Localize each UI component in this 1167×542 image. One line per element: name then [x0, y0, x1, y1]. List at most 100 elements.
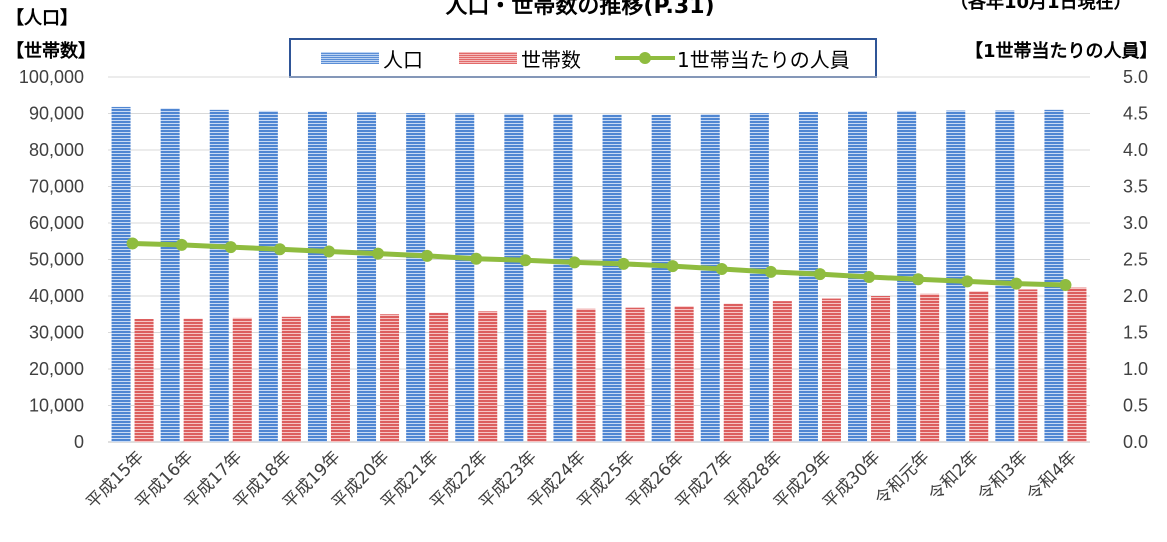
persons-per-household-point — [961, 275, 974, 288]
persons-per-household-point — [126, 237, 139, 250]
right-axis-tick: 3.5 — [1123, 177, 1148, 197]
persons-per-household-point — [568, 256, 581, 269]
left-axis-tick: 60,000 — [29, 213, 84, 233]
legend-label-persons-per-household: 1世帯当たりの人員 — [677, 47, 850, 72]
bar-households — [871, 296, 891, 442]
left-axis-tick: 80,000 — [29, 140, 84, 160]
x-axis-category-label: 令和2年 — [925, 447, 983, 505]
persons-per-household-point — [421, 249, 434, 262]
legend-swatch-households — [459, 52, 517, 64]
legend-label-households: 世帯数 — [521, 47, 581, 72]
persons-per-household-point — [1010, 277, 1023, 290]
legend-label-population: 人口 — [383, 47, 423, 72]
bar-population — [700, 114, 720, 442]
right-axis-tick: 0.0 — [1123, 432, 1148, 452]
persons-per-household-point — [519, 254, 532, 267]
bar-households — [527, 310, 547, 442]
persons-per-household-point — [912, 273, 925, 286]
right-axis-tick: 2.5 — [1123, 250, 1148, 270]
bar-households — [674, 306, 694, 442]
persons-per-household-point — [224, 241, 237, 254]
left-axis-tick: 10,000 — [29, 396, 84, 416]
persons-per-household-point — [470, 252, 483, 265]
bar-population — [307, 111, 327, 443]
bar-households — [625, 307, 645, 442]
persons-per-household-line — [132, 240, 1066, 288]
left-axis-label-households: 【世帯数】 — [6, 41, 96, 62]
right-axis-tick: 0.5 — [1123, 396, 1148, 416]
left-axis-tick: 40,000 — [29, 286, 84, 306]
bar-households — [772, 301, 792, 442]
legend-item-persons-per-household: 1世帯当たりの人員 — [615, 40, 850, 76]
right-axis-tick: 4.5 — [1123, 104, 1148, 124]
bar-population — [406, 113, 426, 442]
bar-households — [429, 312, 449, 442]
left-axis-tick: 0 — [74, 432, 84, 452]
x-axis-category-label: 令和元年 — [871, 447, 933, 509]
bar-population — [553, 114, 573, 442]
bar-households — [821, 298, 841, 442]
bar-households — [330, 315, 350, 442]
persons-per-household-point — [813, 268, 826, 281]
persons-per-household-point — [1059, 279, 1072, 292]
legend-item-households: 世帯数 — [459, 40, 581, 76]
left-axis-tick: 20,000 — [29, 359, 84, 379]
bar-households — [134, 318, 154, 442]
chart-title: 人口・世帯数の推移(P.31) — [445, 0, 715, 19]
bar-households — [576, 308, 596, 442]
date-note: （各年10月1日現在） — [950, 0, 1132, 13]
bar-population — [749, 113, 769, 442]
bar-population — [455, 113, 475, 442]
bar-population — [946, 110, 966, 442]
bar-households — [183, 318, 203, 442]
persons-per-household-point — [322, 245, 335, 258]
bar-population — [651, 114, 671, 443]
bar-households — [1018, 289, 1038, 442]
bar-households — [380, 314, 400, 442]
bar-population — [798, 112, 818, 442]
bar-households — [1067, 287, 1087, 442]
x-axis-category-label: 令和4年 — [1023, 447, 1081, 505]
left-axis-tick: 90,000 — [29, 104, 84, 124]
bar-population — [209, 109, 229, 442]
legend-swatch-persons-per-household — [615, 52, 675, 64]
left-axis-tick: 30,000 — [29, 323, 84, 343]
right-axis-tick: 4.0 — [1123, 140, 1148, 160]
left-axis-tick: 70,000 — [29, 177, 84, 197]
persons-per-household-point — [617, 257, 630, 270]
x-axis-category-label: 令和3年 — [974, 447, 1032, 505]
persons-per-household-point — [863, 271, 876, 284]
left-axis-tick: 100,000 — [19, 67, 84, 87]
persons-per-household-point — [372, 247, 385, 260]
left-axis-tick: 50,000 — [29, 250, 84, 270]
bar-households — [723, 303, 743, 442]
left-axis-label-population: 【人口】 — [6, 8, 78, 29]
bar-population — [504, 113, 524, 443]
bar-households — [281, 316, 301, 442]
right-axis-tick: 1.5 — [1123, 323, 1148, 343]
bar-population — [995, 110, 1015, 442]
persons-per-household-point — [764, 265, 777, 278]
legend: 人口 世帯数 1世帯当たりの人員 — [289, 38, 877, 78]
right-axis-tick: 1.0 — [1123, 359, 1148, 379]
bar-households — [232, 317, 252, 442]
persons-per-household-point — [175, 238, 188, 251]
bar-population — [258, 110, 278, 442]
bar-households — [969, 291, 989, 442]
right-axis-label: 【1世帯当たりの人員】 — [965, 41, 1158, 62]
persons-per-household-point — [715, 262, 728, 275]
bar-population — [111, 106, 131, 443]
right-axis-tick: 5.0 — [1123, 67, 1148, 87]
bar-households — [920, 293, 940, 442]
bar-population — [602, 114, 622, 442]
right-axis-tick: 2.0 — [1123, 286, 1148, 306]
legend-swatch-population — [321, 52, 379, 64]
bar-population — [1044, 109, 1064, 442]
bar-population — [160, 108, 180, 442]
persons-per-household-point — [273, 243, 286, 256]
bar-households — [478, 311, 498, 442]
right-axis-tick: 3.0 — [1123, 213, 1148, 233]
bar-population — [357, 112, 377, 442]
legend-item-population: 人口 — [321, 40, 423, 76]
